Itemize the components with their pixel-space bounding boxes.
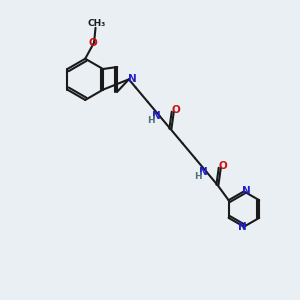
Text: N: N <box>128 74 137 84</box>
Text: H: H <box>194 172 202 181</box>
Text: O: O <box>219 161 228 171</box>
Text: H: H <box>147 116 154 125</box>
Text: N: N <box>152 111 160 121</box>
Text: N: N <box>242 186 250 196</box>
Text: N: N <box>199 167 207 177</box>
Text: O: O <box>172 105 181 115</box>
Text: CH₃: CH₃ <box>88 19 106 28</box>
Text: O: O <box>88 38 97 47</box>
Text: N: N <box>238 222 247 232</box>
